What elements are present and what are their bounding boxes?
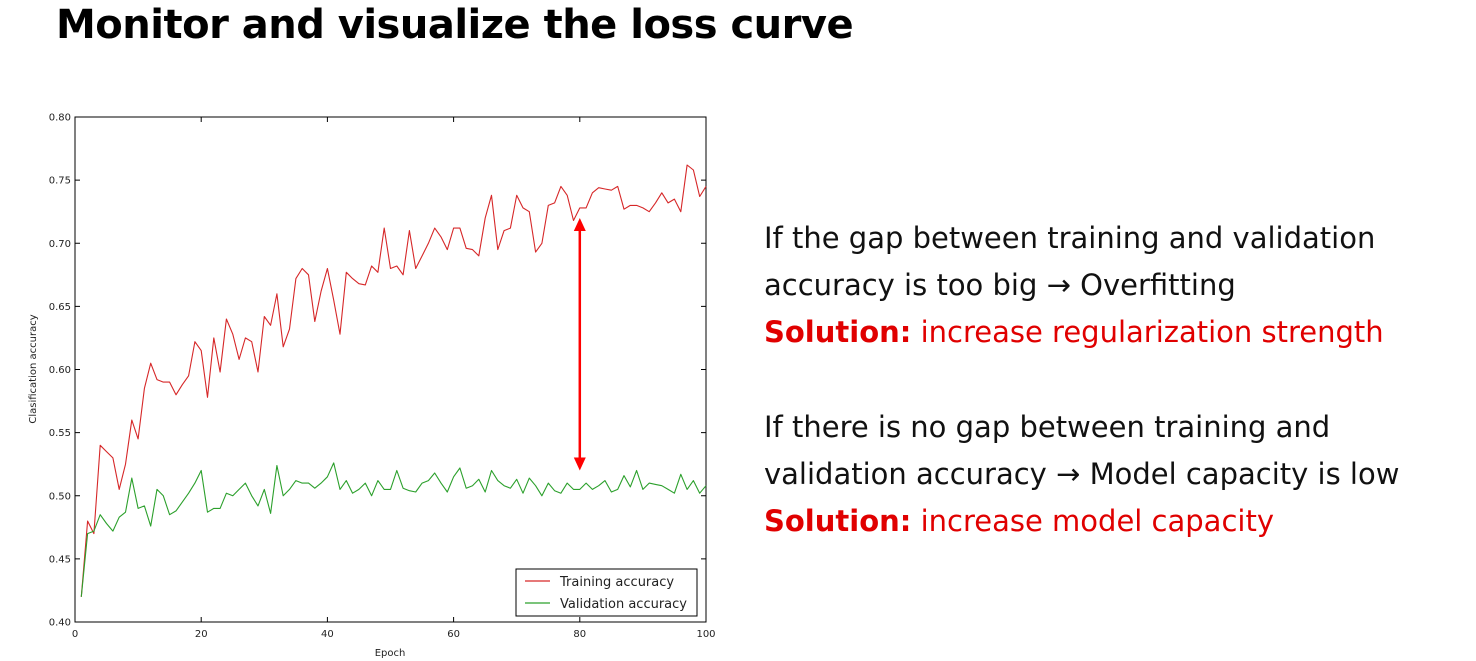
x-tick-label: 80 xyxy=(573,629,586,640)
x-tick-label: 100 xyxy=(696,629,715,640)
series-layer xyxy=(80,164,707,597)
training-accuracy-line xyxy=(80,164,707,597)
legend: Training accuracy Validation accuracy xyxy=(515,568,698,617)
legend-box xyxy=(515,568,698,617)
x-tick-label: 0 xyxy=(72,629,78,640)
note-2-line-2: validation accuracy → Model capacity is … xyxy=(764,457,1400,491)
note-2-solution-text: increase model capacity xyxy=(911,504,1274,538)
slide-title: Monitor and visualize the loss curve xyxy=(56,2,854,48)
note-1-solution-text: increase regularization strength xyxy=(911,315,1384,349)
x-tick-label: 20 xyxy=(195,629,208,640)
y-tick-label: 0.70 xyxy=(49,239,71,250)
legend-label-training: Training accuracy xyxy=(559,575,674,590)
note-2-solution-label: Solution: xyxy=(764,504,912,538)
note-1-line-1: If the gap between training and validati… xyxy=(764,221,1376,255)
note-1-line-2: accuracy is too big → Overfitting xyxy=(764,268,1236,302)
y-tick-label: 0.55 xyxy=(49,428,71,439)
y-axis-label: Clasification accuracy xyxy=(28,314,39,423)
plot-area xyxy=(74,116,707,623)
y-tick-label: 0.80 xyxy=(49,113,71,124)
annotation-layer xyxy=(573,218,586,471)
y-tick-label: 0.60 xyxy=(49,365,71,376)
legend-label-validation: Validation accuracy xyxy=(560,597,687,612)
y-tick-label: 0.65 xyxy=(49,302,71,313)
gap-arrow-head-top xyxy=(573,218,586,231)
y-tick-label: 0.40 xyxy=(49,618,71,629)
accuracy-chart: 0.40 0.45 0.50 0.55 0.60 0.65 0.70 0.75 0.80 0 20… xyxy=(28,113,716,660)
y-tick-label: 0.75 xyxy=(49,176,71,187)
gap-arrow-head-bottom xyxy=(573,457,586,471)
x-tick-label: 60 xyxy=(447,629,460,640)
note-1-solution: Solution: increase regularization streng… xyxy=(764,309,1384,356)
y-tick-label: 0.45 xyxy=(49,554,71,565)
y-tick-label: 0.50 xyxy=(49,491,71,502)
validation-accuracy-line xyxy=(80,462,707,597)
x-axis: 0 20 40 60 80 100 xyxy=(72,117,716,640)
x-axis-label: Epoch xyxy=(375,648,406,659)
plot-frame xyxy=(74,116,707,623)
overfitting-note: If the gap between training and validati… xyxy=(764,215,1384,356)
note-2-line-1: If there is no gap between training and xyxy=(764,410,1331,444)
note-1-solution-label: Solution: xyxy=(764,315,912,349)
low-capacity-note: If there is no gap between training and … xyxy=(764,404,1399,545)
y-axis: 0.40 0.45 0.50 0.55 0.60 0.65 0.70 0.75 0.80 xyxy=(49,113,706,629)
note-2-solution: Solution: increase model capacity xyxy=(764,498,1399,545)
x-tick-label: 40 xyxy=(321,629,334,640)
